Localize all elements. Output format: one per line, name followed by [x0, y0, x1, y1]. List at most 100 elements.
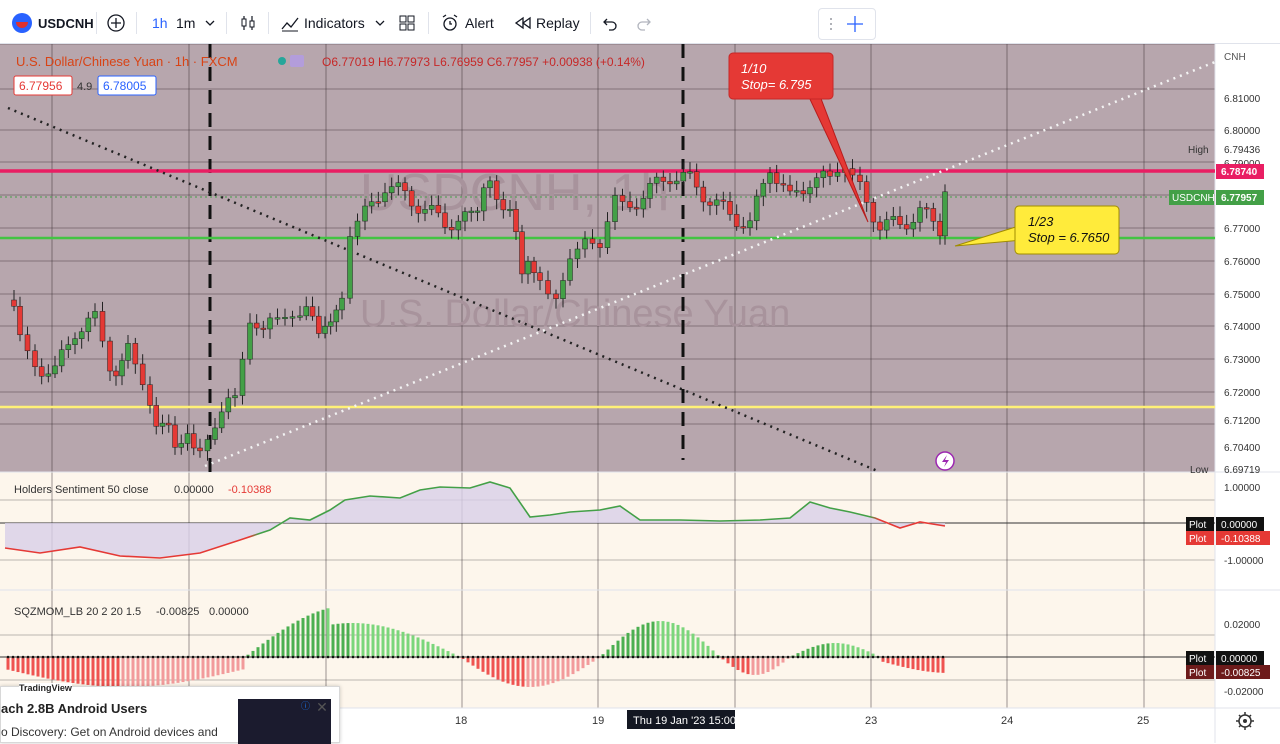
histogram-bar: [921, 657, 925, 671]
candle-body: [408, 190, 415, 207]
candle-body: [800, 190, 807, 195]
histogram-bar: [351, 623, 355, 657]
histogram-bar: [506, 657, 510, 684]
candle-body: [462, 211, 468, 222]
indicator1-legend-name[interactable]: Holders Sentiment 50 close: [14, 484, 149, 496]
histogram-bar: [691, 633, 695, 657]
undo-button[interactable]: [602, 10, 618, 36]
indicator2-legend-name[interactable]: SQZMOM_LB 20 2 20 1.5: [14, 606, 141, 618]
candle-body: [218, 411, 225, 429]
chart-area[interactable]: USDCNH, 1h U.S. Dollar/Chinese Yuan 1/10…: [0, 44, 1280, 743]
histogram-bar: [206, 657, 210, 678]
candle-body: [612, 195, 618, 222]
squeeze-dot: [926, 655, 930, 659]
squeeze-dot: [211, 655, 215, 659]
chevron-down-icon[interactable]: [374, 10, 386, 36]
candle-body: [52, 365, 58, 375]
squeeze-dot: [856, 655, 860, 659]
histogram-bar: [756, 657, 760, 675]
layouts-button[interactable]: [398, 10, 416, 36]
candle-body: [567, 258, 573, 281]
candle-body: [247, 322, 253, 360]
indicator1-tick-top: 1.00000: [1224, 483, 1261, 494]
settings-gear-icon[interactable]: [1236, 712, 1254, 730]
squeeze-dot: [901, 655, 905, 659]
chevron-down-icon[interactable]: [204, 10, 216, 36]
histogram-bar: [711, 650, 715, 657]
histogram-bar: [161, 657, 165, 685]
ad-info-icon[interactable]: ⓘ: [301, 701, 311, 711]
histogram-bar: [311, 613, 315, 657]
ad-toast[interactable]: TradingView ach 2.8B Android Users o Dis…: [0, 683, 340, 744]
drawing-toolbar-handle[interactable]: [818, 8, 876, 40]
histogram-bar: [566, 657, 570, 677]
replay-button[interactable]: Replay: [514, 10, 580, 36]
interval-1m-button[interactable]: 1m: [176, 15, 196, 31]
histogram-bar: [516, 657, 520, 686]
histogram-bar: [586, 657, 590, 665]
squeeze-momentum-histogram: [6, 608, 945, 687]
price-tick: 6.73000: [1224, 355, 1261, 366]
squeeze-dot: [806, 655, 810, 659]
price-tick: 6.72000: [1224, 388, 1261, 399]
squeeze-dot: [851, 655, 855, 659]
ask-box[interactable]: [97, 75, 157, 96]
indicators-label: Indicators: [304, 15, 365, 31]
squeeze-dot: [691, 655, 695, 659]
candle-body: [903, 224, 910, 230]
indicator2-tick-top: 0.02000: [1224, 620, 1261, 631]
candle-body: [910, 222, 917, 230]
histogram-bar: [896, 657, 900, 666]
candle-body: [574, 248, 581, 260]
histogram-bar: [591, 657, 595, 662]
histogram-bar: [761, 657, 765, 674]
legend-title[interactable]: U.S. Dollar/Chinese Yuan · 1h · FXCM: [16, 54, 238, 69]
squeeze-dot: [556, 655, 560, 659]
histogram-bar: [511, 657, 515, 685]
candle-body: [395, 182, 402, 187]
candle-body: [442, 212, 448, 228]
events-icon[interactable]: [935, 451, 955, 471]
candle-body: [545, 280, 551, 295]
candle-body: [813, 177, 820, 188]
callout-1[interactable]: [728, 52, 834, 100]
alert-button[interactable]: Alert: [440, 10, 494, 36]
interval-1h-button[interactable]: 1h: [152, 15, 168, 31]
squeeze-dot: [31, 655, 35, 659]
candle-body: [857, 174, 863, 183]
bid-box[interactable]: [13, 75, 73, 96]
histogram-bar: [621, 636, 625, 657]
indicators-icon: [281, 17, 299, 32]
candle-body: [700, 186, 707, 203]
histogram-bar: [776, 657, 780, 667]
histogram-bar: [831, 643, 835, 657]
histogram-bar: [336, 623, 340, 657]
candle-body: [647, 183, 653, 199]
currency-label[interactable]: CNH: [1224, 52, 1246, 63]
squeeze-dot: [451, 655, 455, 659]
histogram-bar: [81, 657, 85, 685]
squeeze-dot: [241, 655, 245, 659]
histogram-bar: [491, 657, 495, 678]
histogram-bar: [686, 630, 690, 657]
histogram-bar: [446, 651, 450, 657]
spread-value: 4.9: [77, 81, 92, 93]
squeeze-dot: [671, 655, 675, 659]
squeeze-dot: [711, 655, 715, 659]
callout-2[interactable]: [1014, 205, 1120, 255]
histogram-bar: [406, 633, 410, 657]
indicators-button[interactable]: Indicators: [280, 10, 365, 36]
symbol-search-button[interactable]: USDCNH: [12, 10, 94, 36]
squeeze-dot: [566, 655, 570, 659]
histogram-bar: [166, 657, 170, 685]
squeeze-dot: [191, 655, 195, 659]
squeeze-dot: [346, 655, 350, 659]
chart-type-button[interactable]: [238, 10, 258, 36]
compare-button[interactable]: [106, 10, 126, 36]
squeeze-dot: [526, 655, 530, 659]
close-icon[interactable]: ✕: [316, 699, 328, 715]
squeeze-dot: [706, 655, 710, 659]
redo-button[interactable]: [636, 10, 652, 36]
candle-body: [870, 202, 877, 223]
price-tick: 6.70400: [1224, 443, 1261, 454]
